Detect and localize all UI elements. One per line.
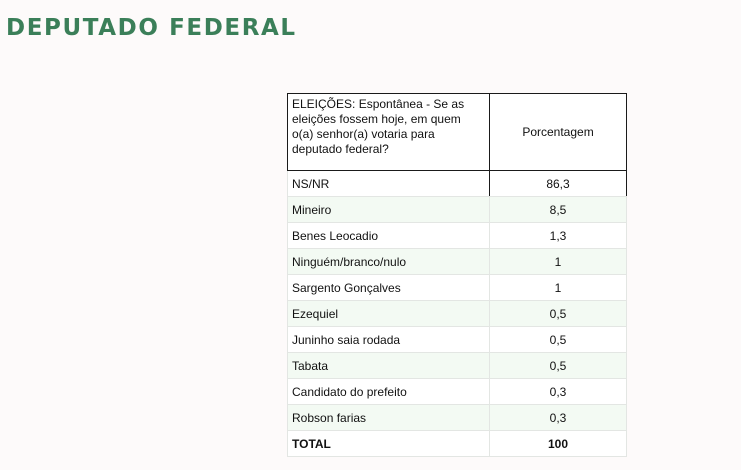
row-label: Tabata: [287, 352, 490, 379]
page-title: DEPUTADO FEDERAL: [6, 15, 297, 41]
total-value: 100: [489, 430, 627, 457]
row-value: 1: [489, 274, 627, 301]
table-total-row: TOTAL 100: [287, 430, 627, 457]
row-value: 1,3: [489, 222, 627, 249]
row-label: Ninguém/branco/nulo: [287, 248, 490, 275]
table-row: Mineiro 8,5: [287, 196, 627, 223]
row-label: Robson farias: [287, 404, 490, 431]
table-row: Candidato do prefeito 0,3: [287, 378, 627, 405]
row-value: 86,3: [489, 170, 627, 197]
row-value: 1: [489, 248, 627, 275]
table-row: NS/NR 86,3: [287, 170, 627, 197]
row-label: Ezequiel: [287, 300, 490, 327]
row-value: 0,3: [489, 378, 627, 405]
table-row: Robson farias 0,3: [287, 404, 627, 431]
row-value: 0,5: [489, 326, 627, 353]
row-value: 0,5: [489, 300, 627, 327]
table-row: Tabata 0,5: [287, 352, 627, 379]
row-value: 0,5: [489, 352, 627, 379]
header-percentage: Porcentagem: [489, 93, 627, 171]
row-value: 8,5: [489, 196, 627, 223]
table-header-row: ELEIÇÕES: Espontânea - Se as eleições fo…: [287, 93, 627, 171]
row-label: Candidato do prefeito: [287, 378, 490, 405]
total-label: TOTAL: [287, 430, 490, 457]
row-label: NS/NR: [287, 170, 490, 197]
table-row: Ezequiel 0,5: [287, 300, 627, 327]
table-row: Sargento Gonçalves 1: [287, 274, 627, 301]
row-label: Juninho saia rodada: [287, 326, 490, 353]
table-row: Ninguém/branco/nulo 1: [287, 248, 627, 275]
row-value: 0,3: [489, 404, 627, 431]
header-question: ELEIÇÕES: Espontânea - Se as eleições fo…: [287, 93, 490, 171]
table-row: Juninho saia rodada 0,5: [287, 326, 627, 353]
row-label: Benes Leocadio: [287, 222, 490, 249]
poll-results-table: ELEIÇÕES: Espontânea - Se as eleições fo…: [287, 93, 627, 457]
row-label: Sargento Gonçalves: [287, 274, 490, 301]
row-label: Mineiro: [287, 196, 490, 223]
table-row: Benes Leocadio 1,3: [287, 222, 627, 249]
